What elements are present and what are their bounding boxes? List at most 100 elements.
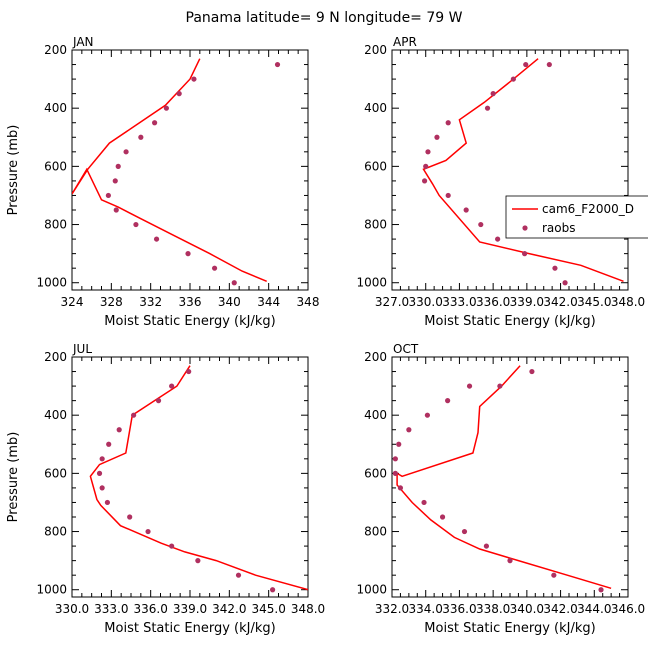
x-axis-label: Moist Static Energy (kJ/kg) bbox=[104, 621, 275, 636]
raobs-point bbox=[169, 383, 175, 389]
x-tick-label: 339.0 bbox=[173, 602, 207, 616]
x-tick-label: 345.0 bbox=[577, 295, 611, 309]
raobs-point bbox=[423, 163, 429, 169]
raobs-point bbox=[424, 412, 430, 418]
x-tick-label: 346.0 bbox=[611, 602, 645, 616]
legend-box bbox=[505, 195, 648, 239]
y-axis-label: Pressure (mb) bbox=[6, 125, 21, 216]
raobs-point bbox=[445, 398, 451, 404]
raobs-point bbox=[461, 528, 468, 535]
x-axis-label: Moist Static Energy (kJ/kg) bbox=[424, 621, 595, 636]
legend-label-obs: raobs bbox=[542, 221, 576, 235]
raobs-point bbox=[490, 91, 496, 97]
x-tick-label: 348 bbox=[297, 295, 320, 309]
raobs-point bbox=[425, 149, 431, 155]
raobs-point bbox=[421, 499, 427, 506]
panel-jan: 324 328 332 336 340 344 348 200 400 600 800 1000 JAN… bbox=[6, 35, 319, 329]
raobs-point bbox=[99, 485, 105, 491]
raobs-point bbox=[155, 398, 162, 404]
raobs-point bbox=[392, 470, 398, 476]
x-tick-label: 336.0 bbox=[476, 295, 510, 309]
x-tick-label: 336 bbox=[179, 295, 202, 309]
raobs-point bbox=[529, 368, 535, 375]
x-tick-label: 328 bbox=[100, 295, 123, 309]
raobs-point bbox=[104, 499, 110, 506]
raobs-point bbox=[406, 427, 412, 433]
x-tick-label: 336.0 bbox=[133, 602, 167, 616]
figure-title: Panama latitude= 9 N longitude= 79 W bbox=[186, 10, 463, 26]
series-line-cam6 bbox=[396, 365, 612, 590]
y-tick-label: 600 bbox=[44, 159, 67, 173]
panel-title: OCT bbox=[393, 342, 419, 356]
series-line-cam6 bbox=[89, 365, 308, 591]
x-tick-label: 345.0 bbox=[251, 602, 285, 616]
raobs-point bbox=[211, 265, 218, 271]
y-tick-label: 200 bbox=[364, 350, 387, 364]
raobs-point bbox=[495, 236, 501, 242]
y-tick-label: 600 bbox=[364, 466, 387, 480]
x-tick-label: 342.0 bbox=[212, 602, 246, 616]
x-tick-label: 324 bbox=[61, 295, 84, 309]
x-tick-label: 333.0 bbox=[442, 295, 476, 309]
raobs-point bbox=[235, 572, 242, 578]
x-tick-label: 333.0 bbox=[94, 602, 128, 616]
raobs-point bbox=[153, 236, 160, 242]
x-tick-label: 342.0 bbox=[543, 602, 577, 616]
raobs-point bbox=[421, 178, 428, 184]
raobs-point bbox=[195, 558, 201, 564]
raobs-point bbox=[186, 368, 192, 375]
y-tick-label: 800 bbox=[364, 525, 387, 539]
raobs-point bbox=[115, 163, 121, 169]
y-axis-label: Pressure (mb) bbox=[6, 432, 21, 523]
raobs-point bbox=[522, 251, 528, 257]
x-tick-label: 342.0 bbox=[543, 295, 577, 309]
x-tick-label: 348.0 bbox=[291, 602, 325, 616]
raobs-point bbox=[392, 456, 398, 462]
y-tick-label: 600 bbox=[364, 159, 387, 173]
y-tick-label: 200 bbox=[44, 43, 67, 57]
raobs-point bbox=[445, 120, 451, 126]
panel-title: JUL bbox=[72, 342, 92, 356]
raobs-point bbox=[270, 587, 276, 593]
y-tick-label: 400 bbox=[364, 101, 387, 115]
raobs-point bbox=[185, 251, 191, 257]
raobs-point bbox=[551, 572, 557, 578]
panel-apr: 327.0 330.0 333.0 336.0 339.0 342.0 345.0 348.0… bbox=[356, 35, 645, 329]
raobs-point bbox=[484, 105, 491, 111]
raobs-point bbox=[176, 91, 182, 97]
raobs-point bbox=[598, 587, 604, 593]
plot-frame bbox=[71, 356, 309, 598]
y-tick-label: 600 bbox=[44, 466, 67, 480]
raobs-point bbox=[133, 221, 139, 228]
raobs-point bbox=[546, 61, 552, 68]
raobs-point bbox=[106, 441, 112, 447]
y-tick-label: 400 bbox=[364, 408, 387, 422]
y-tick-label: 1000 bbox=[356, 276, 387, 290]
raobs-point bbox=[231, 280, 237, 286]
y-tick-label: 1000 bbox=[36, 276, 67, 290]
raobs-point bbox=[466, 383, 473, 389]
x-tick-label: 340.0 bbox=[510, 602, 544, 616]
y-tick-label: 200 bbox=[44, 350, 67, 364]
x-tick-label: 330.0 bbox=[409, 295, 443, 309]
x-tick-label: 338.0 bbox=[476, 602, 510, 616]
raobs-point bbox=[116, 427, 122, 433]
raobs-point bbox=[274, 61, 281, 68]
panels: 324 328 332 336 340 344 348 200 400 600 800 1000 JAN… bbox=[6, 35, 645, 636]
x-tick-label: 334.0 bbox=[409, 602, 443, 616]
x-tick-label: 332 bbox=[139, 295, 162, 309]
raobs-point bbox=[113, 207, 119, 213]
raobs-point bbox=[523, 61, 529, 68]
x-tick-label: 340 bbox=[218, 295, 241, 309]
raobs-point bbox=[434, 134, 440, 140]
panel-title: APR bbox=[393, 35, 417, 49]
panel-jul: 330.0 333.0 336.0 339.0 342.0 345.0 348.0 200 40… bbox=[6, 342, 325, 636]
raobs-point bbox=[152, 120, 158, 126]
raobs-point bbox=[138, 134, 144, 140]
raobs-point bbox=[463, 207, 469, 213]
x-tick-label: 348.0 bbox=[611, 295, 645, 309]
y-tick-label: 800 bbox=[44, 218, 67, 232]
x-tick-label: 344.0 bbox=[577, 602, 611, 616]
